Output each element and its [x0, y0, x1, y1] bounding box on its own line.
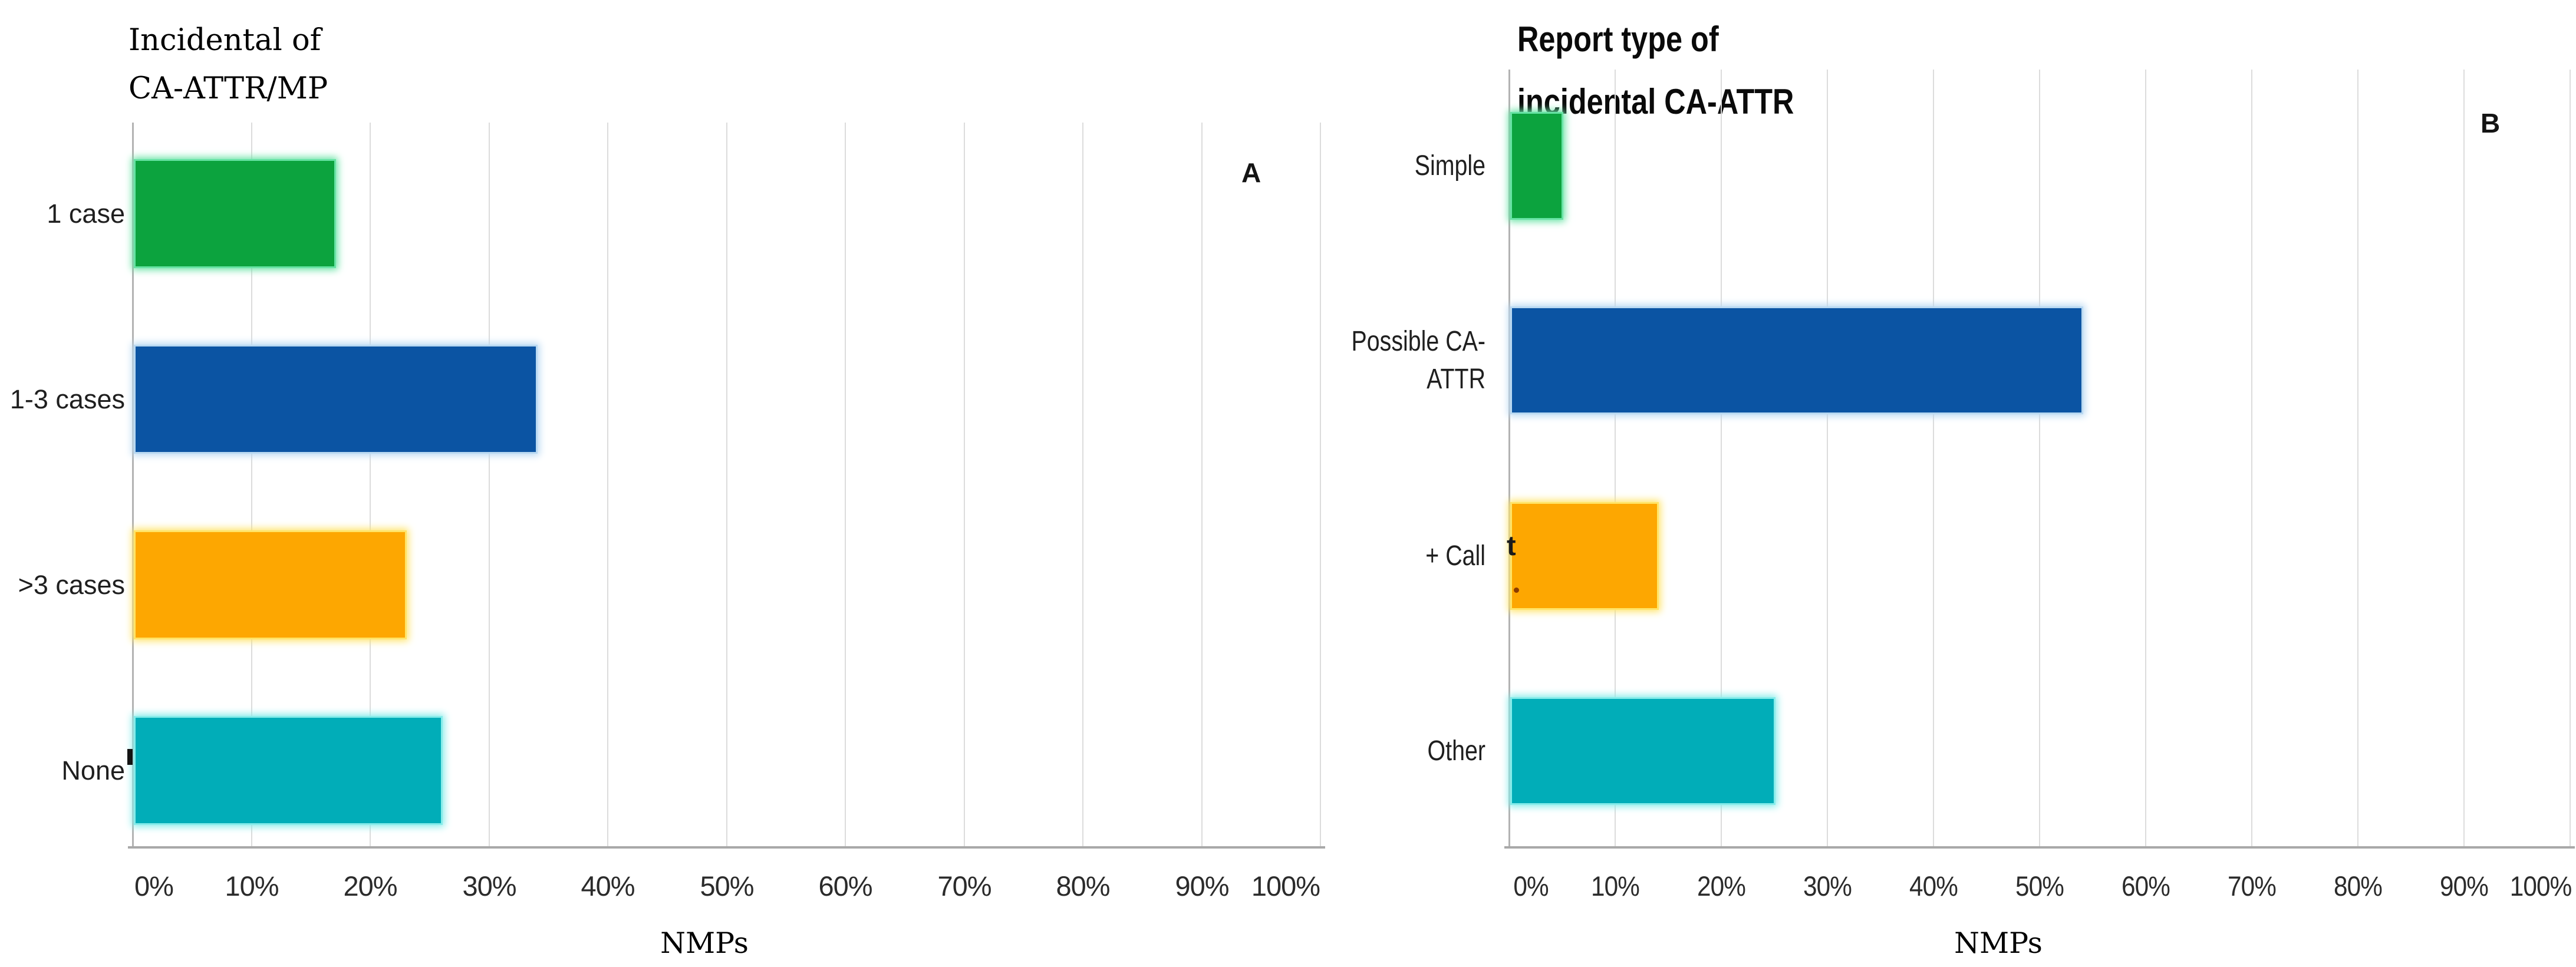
- gridline: [1082, 123, 1083, 846]
- x-tick-label: 0%: [134, 870, 174, 902]
- x-tick-label: 50%: [700, 870, 754, 902]
- x-tick-label: 90%: [1175, 870, 1229, 902]
- gridline: [1933, 70, 1934, 846]
- category-label: 1-3 cases: [0, 382, 125, 417]
- panel-letter-a: A: [1241, 157, 1261, 188]
- gridline: [488, 123, 490, 846]
- category-label: + Call: [1155, 537, 1485, 575]
- category-label-line: >3 cases: [18, 570, 125, 600]
- gridline: [607, 123, 608, 846]
- gridline: [845, 123, 846, 846]
- bar-none: [134, 716, 443, 825]
- y-axis-line: [132, 123, 134, 846]
- bar-possible-ca-attr: [1510, 306, 2083, 414]
- gridline: [1721, 70, 1722, 846]
- category-label: 1 case: [0, 197, 125, 231]
- x-axis-label-panel-a: NMPs: [660, 926, 749, 960]
- gridline: [1201, 123, 1203, 846]
- x-tick-label: 10%: [225, 870, 279, 902]
- chart-title-panel-b: Report type of incidental CA-ATTR: [1517, 8, 1855, 133]
- category-label-line: Simple: [1414, 150, 1485, 181]
- gridline: [1320, 123, 1321, 846]
- gridline: [2357, 70, 2358, 846]
- category-label: Possible CA- ATTR: [1155, 323, 1485, 398]
- x-tick-label: 90%: [2440, 870, 2489, 902]
- x-tick-label: 10%: [1591, 870, 1640, 902]
- x-axis-line: [128, 846, 1325, 849]
- gridline: [963, 123, 965, 846]
- bar-1-3-cases: [134, 345, 538, 454]
- stray-text-mark: t: [1507, 530, 1516, 561]
- title-line: CA-ATTR/MP: [129, 71, 328, 106]
- gridline: [2039, 70, 2040, 846]
- title-line: Report type of: [1517, 8, 1726, 71]
- category-label-line: Possible CA-: [1351, 326, 1485, 357]
- y-axis-line: [1508, 70, 1510, 846]
- bar--3-cases: [134, 530, 407, 639]
- category-label: Simple: [1155, 147, 1485, 185]
- category-label-line: + Call: [1425, 540, 1485, 572]
- x-axis-line: [1504, 846, 2575, 849]
- gridline: [251, 123, 252, 846]
- x-tick-label: 40%: [581, 870, 635, 902]
- gridline: [2145, 70, 2146, 846]
- chart-title-panel-a: Incidental of CA-ATTR/MP: [129, 16, 328, 113]
- category-label-line: None: [61, 755, 125, 786]
- category-label: None: [0, 754, 125, 788]
- x-tick-label: 50%: [2015, 870, 2064, 902]
- category-label-line: Other: [1427, 735, 1485, 767]
- category-label-line: 1-3 cases: [9, 384, 125, 414]
- x-tick-label: 0%: [1513, 870, 1549, 902]
- x-tick-label: 40%: [1909, 870, 1958, 902]
- gridline: [726, 123, 727, 846]
- x-tick-label: 30%: [462, 870, 516, 902]
- category-label: >3 cases: [0, 568, 125, 602]
- x-tick-label: 20%: [1697, 870, 1746, 902]
- category-label-line: ATTR: [1427, 364, 1485, 395]
- stray-dot: [1514, 588, 1519, 593]
- category-label-line: 1 case: [47, 199, 125, 229]
- title-line: Incidental of: [129, 23, 321, 58]
- gridline: [2570, 70, 2571, 846]
- bar-1-case: [134, 159, 336, 268]
- x-tick-label: 20%: [343, 870, 397, 902]
- bar-other: [1510, 697, 1775, 805]
- x-tick-label: 100%: [2509, 870, 2572, 902]
- x-tick-label: 80%: [1056, 870, 1110, 902]
- bar-simple: [1510, 112, 1563, 220]
- stray-mark: [127, 749, 133, 765]
- gridline: [1615, 70, 1616, 846]
- x-tick-label: 60%: [818, 870, 872, 902]
- x-tick-label: 60%: [2122, 870, 2170, 902]
- x-tick-label: 70%: [937, 870, 991, 902]
- gridline: [370, 123, 371, 846]
- x-axis-label-panel-b: NMPs: [1954, 926, 2043, 960]
- x-tick-label: 30%: [1803, 870, 1852, 902]
- panel-letter-b: B: [2481, 108, 2501, 138]
- x-tick-label: 100%: [1251, 870, 1320, 902]
- x-tick-label: 70%: [2228, 870, 2277, 902]
- bar--call: [1510, 502, 1659, 610]
- gridline: [1827, 70, 1828, 846]
- gridline: [2251, 70, 2252, 846]
- gridline: [2463, 70, 2465, 846]
- title-line: incidental CA-ATTR: [1517, 71, 1801, 133]
- category-label: Other: [1155, 732, 1485, 770]
- x-tick-label: 80%: [2334, 870, 2383, 902]
